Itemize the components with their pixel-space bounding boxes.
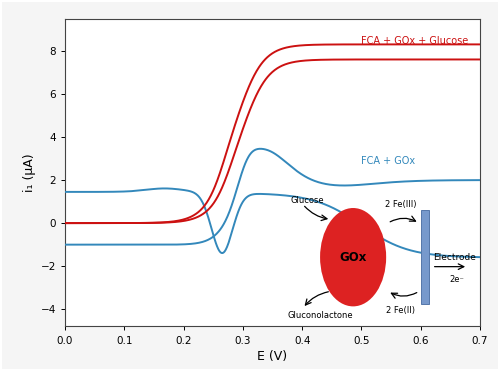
Text: FCA + GOx + Glucose: FCA + GOx + Glucose xyxy=(362,36,469,46)
Text: FCA + GOx: FCA + GOx xyxy=(362,156,416,166)
X-axis label: E (V): E (V) xyxy=(258,350,288,363)
Y-axis label: i₁ (μA): i₁ (μA) xyxy=(24,153,36,192)
